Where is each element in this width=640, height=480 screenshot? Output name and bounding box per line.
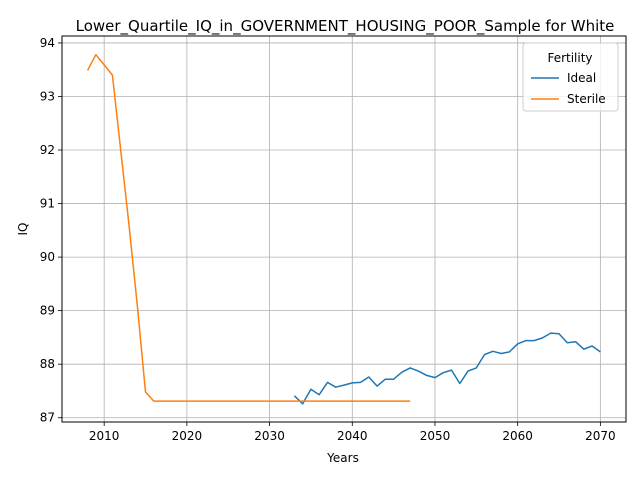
series-lines xyxy=(86,53,601,405)
y-axis-ticks: 87 88 89 90 91 92 93 94 xyxy=(40,36,62,425)
legend: Fertility Ideal Sterile xyxy=(522,42,619,112)
x-tick-label: 2040 xyxy=(337,429,368,443)
x-axis-label: Years xyxy=(326,451,359,465)
legend-label-ideal: Ideal xyxy=(567,71,596,85)
y-tick-label: 88 xyxy=(40,357,55,371)
legend-label-sterile: Sterile xyxy=(567,92,606,106)
legend-title: Fertility xyxy=(547,51,592,65)
y-axis-label: IQ xyxy=(16,223,30,236)
chart-title: Lower_Quartile_IQ_in_GOVERNMENT_HOUSING_… xyxy=(76,17,615,36)
x-axis-ticks: 2010 2020 2030 2040 2050 2060 2070 xyxy=(89,422,616,443)
y-tick-label: 91 xyxy=(40,197,55,211)
y-tick-label: 93 xyxy=(40,89,55,103)
x-tick-label: 2020 xyxy=(172,429,203,443)
series-line-sterile xyxy=(86,53,411,402)
x-tick-label: 2060 xyxy=(502,429,533,443)
x-tick-label: 2030 xyxy=(254,429,285,443)
x-tick-label: 2050 xyxy=(420,429,451,443)
y-tick-label: 87 xyxy=(40,411,55,425)
y-tick-label: 92 xyxy=(40,143,55,157)
y-tick-label: 89 xyxy=(40,304,55,318)
y-tick-label: 94 xyxy=(40,36,55,50)
y-tick-label: 90 xyxy=(40,250,55,264)
x-tick-label: 2070 xyxy=(585,429,616,443)
legend-box xyxy=(522,42,619,112)
plot-area-frame xyxy=(61,35,627,423)
series-line-ideal xyxy=(293,332,601,405)
x-tick-label: 2010 xyxy=(89,429,120,443)
